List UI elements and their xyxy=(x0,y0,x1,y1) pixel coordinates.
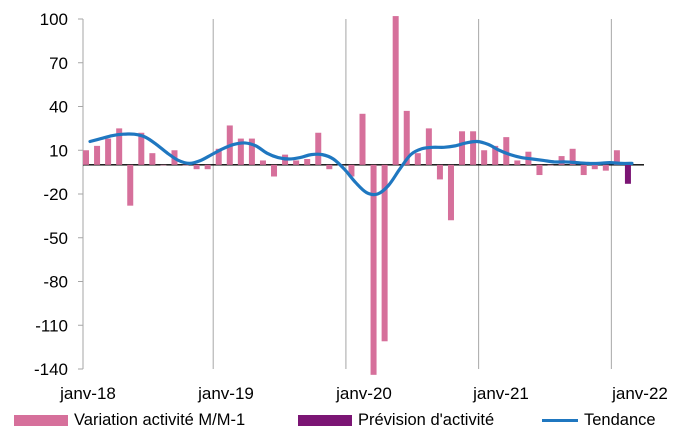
x-tick-label: janv-21 xyxy=(472,384,529,403)
bar-variation xyxy=(591,164,598,170)
bar-variation xyxy=(436,164,443,180)
bar-variation xyxy=(315,132,322,165)
x-tick-label: janv-18 xyxy=(59,384,116,403)
legend-item-tendance: Tendance xyxy=(542,411,656,430)
bar-variation xyxy=(348,164,355,177)
x-axis-ticks: janv-18 janv-19 janv-20 janv-21 janv-22 xyxy=(59,384,668,403)
y-tick-label: -50 xyxy=(43,229,68,248)
bar-variation xyxy=(536,164,543,176)
chart-legend: Variation activité M/M-1 Prévision d'act… xyxy=(0,411,696,435)
bar-variation xyxy=(83,150,89,165)
bar-variation xyxy=(514,160,521,165)
bar-variation xyxy=(149,153,156,165)
legend-label-prevision: Prévision d'activité xyxy=(358,411,495,429)
bar-variation xyxy=(116,128,123,165)
legend-label-tendance: Tendance xyxy=(584,411,656,429)
bar-variation xyxy=(94,145,101,165)
bar-variation xyxy=(602,164,609,171)
bar-variation xyxy=(127,164,134,206)
legend-item-prevision: Prévision d'activité xyxy=(298,411,494,430)
bar-variation xyxy=(459,131,466,165)
y-tick-label: -110 xyxy=(35,316,68,335)
bar-variation xyxy=(193,164,200,170)
y-tick-label: 100 xyxy=(40,10,68,29)
y-tick-label: -140 xyxy=(34,360,68,379)
bar-variation xyxy=(304,159,311,165)
y-tick-label: 70 xyxy=(49,54,68,73)
chart-grid xyxy=(212,19,612,369)
bar-variation xyxy=(370,164,377,375)
bar-prevision xyxy=(624,164,631,184)
bar-variation xyxy=(182,164,189,166)
legend-swatch-variation xyxy=(14,415,68,426)
bar-variation xyxy=(259,160,266,165)
y-tick-label: 40 xyxy=(49,98,68,117)
bar-variation xyxy=(138,132,145,165)
bar-variation xyxy=(580,164,587,176)
y-tick-label: -20 xyxy=(43,185,68,204)
y-tick-label: -80 xyxy=(43,273,68,292)
x-tick-label: janv-22 xyxy=(611,384,668,403)
bar-variation xyxy=(403,110,410,165)
y-axis-ticks: 100 70 40 10 -20 -50 -80 -110 -140 xyxy=(34,10,83,379)
bar-variation xyxy=(293,160,300,165)
legend-swatch-tendance xyxy=(542,419,578,422)
bar-variation xyxy=(160,164,167,166)
chart-trend xyxy=(88,132,634,197)
trend-line xyxy=(88,132,634,197)
legend-swatch-prevision xyxy=(298,415,352,426)
bar-variation xyxy=(503,137,510,165)
bar-variation xyxy=(414,153,421,165)
chart-axes xyxy=(82,19,644,369)
y-tick-label: 10 xyxy=(49,141,68,160)
bar-variation xyxy=(470,131,477,165)
x-tick-label: janv-19 xyxy=(197,384,254,403)
bar-variation xyxy=(271,164,278,177)
bar-variation xyxy=(359,113,366,165)
bar-variation xyxy=(248,138,255,165)
bar-variation xyxy=(481,150,488,165)
bar-variation xyxy=(392,16,399,165)
bar-variation xyxy=(492,145,499,165)
bar-variation xyxy=(569,148,576,165)
bar-variation xyxy=(326,164,333,170)
bar-variation xyxy=(237,138,244,165)
bar-variation xyxy=(215,148,222,165)
x-tick-label: janv-20 xyxy=(335,384,392,403)
bar-variation xyxy=(547,164,554,166)
bar-variation xyxy=(204,164,211,170)
bar-variation xyxy=(105,138,112,165)
bar-variation xyxy=(381,164,388,342)
legend-item-variation: Variation activité M/M-1 xyxy=(14,411,245,430)
chart-bars xyxy=(83,16,631,375)
bar-variation xyxy=(447,164,454,221)
bar-variation xyxy=(613,150,620,165)
legend-label-variation: Variation activité M/M-1 xyxy=(74,411,246,429)
